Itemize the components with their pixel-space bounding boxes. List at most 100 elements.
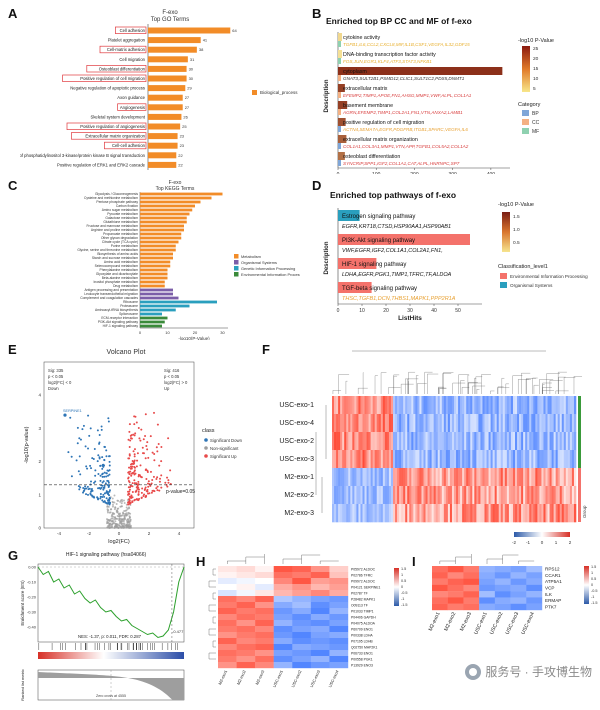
heatmap-cell: [255, 662, 274, 669]
heatmap-cell: [417, 432, 420, 451]
point-down: [103, 445, 106, 448]
bar: [140, 220, 187, 224]
point-down: [106, 484, 109, 487]
heatmap-cell: [395, 486, 398, 505]
point-nonsig: [127, 511, 130, 514]
heatmap-cell: [510, 486, 514, 505]
scale-tick: 1: [555, 540, 558, 545]
heatmap-cell: [506, 486, 510, 505]
bar: [140, 296, 179, 300]
heatmap-cell: [519, 486, 522, 505]
heatmap-cell: [500, 450, 504, 469]
ranked-metric-area: [38, 672, 184, 700]
column-label: USC-exo2: [290, 669, 303, 689]
heatmap-cell: [529, 504, 532, 523]
point-nonsig: [106, 510, 109, 513]
heatmap-cell: [449, 504, 453, 523]
point-down: [77, 470, 80, 473]
bar-value-label: 22: [178, 153, 183, 158]
heatmap-cell: [510, 597, 527, 604]
category-label: Osteoblast differentiation: [99, 66, 146, 71]
point-down: [76, 442, 79, 445]
point-nonsig: [121, 525, 124, 528]
gene-list: FOS,JUN,EGR1,KLF4,ATF3,STAT3,NFKB1: [343, 59, 432, 64]
point-up: [133, 423, 136, 426]
point-nonsig: [128, 515, 131, 518]
heatmap-cell: [537, 450, 540, 469]
heatmap-cell: [506, 396, 510, 415]
heatmap-cell: [407, 432, 410, 451]
heatmap-cell: [334, 504, 337, 523]
heatmap-cell: [236, 572, 256, 579]
point-up: [129, 467, 132, 470]
point-down: [108, 473, 111, 476]
panel-label-g: G: [8, 548, 19, 563]
category-label: HIF-1 signaling pathway: [103, 324, 139, 328]
x-tick-label: 0: [337, 308, 340, 314]
heatmap-cell: [415, 414, 418, 433]
heatmap-cell: [447, 414, 451, 433]
point-up: [133, 482, 136, 485]
bar: [140, 288, 173, 292]
bar: [338, 234, 470, 245]
heatmap-cell: [429, 450, 432, 469]
heatmap-cell: [478, 432, 481, 451]
point-down: [94, 469, 97, 472]
bar: [148, 123, 181, 130]
bar: [140, 292, 173, 296]
category-label: Phenylalanine metabolism: [100, 268, 139, 272]
point-up: [141, 487, 144, 490]
legend-label: Metabolism: [241, 254, 261, 259]
heatmap-cell: [435, 468, 439, 487]
heatmap-cell: [423, 504, 426, 523]
point-nonsig: [114, 517, 117, 520]
heatmap-cell: [236, 662, 256, 669]
term-label: cytoplasm: [343, 69, 367, 75]
point-down: [91, 457, 94, 460]
heatmap-cell: [432, 603, 448, 611]
legend-label: Non-significant: [210, 446, 239, 451]
point-nonsig: [113, 512, 116, 515]
heatmap-cell: [512, 504, 516, 523]
heatmap-cell: [545, 468, 548, 487]
heatmap-cell: [332, 432, 335, 451]
heatmap-cell: [411, 468, 414, 487]
heatmap-cell: [273, 656, 293, 663]
x-tick-label: 30: [407, 308, 413, 314]
category-label: Pentose phosphate pathway: [96, 200, 138, 204]
point-up: [156, 423, 159, 426]
heatmap-cell: [543, 486, 546, 505]
heatmap-cell: [494, 603, 511, 611]
heatmap-cell: [218, 596, 237, 603]
point-nonsig: [121, 520, 124, 523]
heatmap-cell: [329, 614, 349, 621]
category-label: Glyoxylate and dicarboxylate: [96, 272, 138, 276]
point-down: [99, 493, 102, 496]
heatmap-cell: [255, 572, 274, 579]
point-nonsig: [122, 512, 125, 515]
bar: [140, 268, 168, 272]
heatmap-cell: [395, 396, 398, 415]
bar: [140, 216, 187, 220]
category-label: Cell adhesion: [120, 28, 146, 33]
heatmap-cell: [561, 468, 565, 487]
heatmap-cell: [329, 644, 349, 651]
heatmap-cell: [356, 504, 359, 523]
heatmap-cell: [403, 432, 406, 451]
point-down: [101, 473, 104, 476]
point-up: [127, 457, 130, 460]
heatmap-cell: [432, 572, 448, 579]
heatmap-cell: [527, 486, 530, 505]
heatmap-cell: [526, 578, 543, 586]
point-up: [128, 495, 131, 498]
category-label: Negative regulation of apoptotic process: [70, 86, 145, 91]
gene-list: THSC,TGFB1,DCN,THBS1,MAPK1,PPP2R1A: [342, 296, 456, 302]
category-label: Positive regulation of cell migration: [80, 76, 145, 81]
chart-title-line: F-exo: [162, 10, 178, 16]
heatmap-cell: [466, 396, 469, 415]
heatmap-cell: [255, 578, 274, 585]
heatmap-cell: [273, 590, 293, 597]
heatmap-cell: [547, 450, 550, 469]
heatmap-cell: [567, 414, 571, 433]
point-nonsig: [113, 526, 116, 529]
